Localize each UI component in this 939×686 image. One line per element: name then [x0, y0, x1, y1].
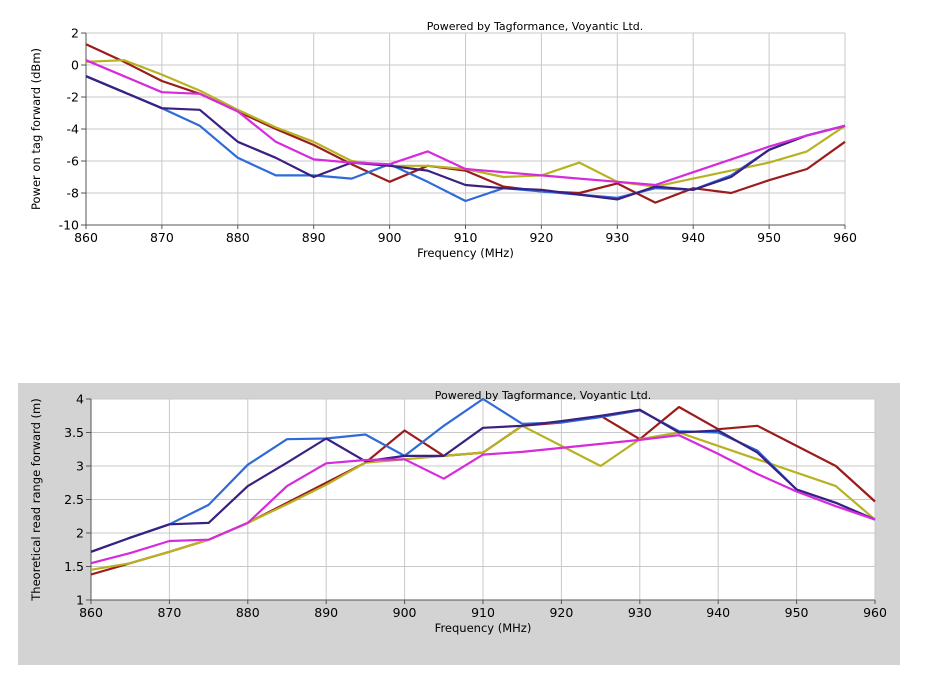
y-tick-label: 3 — [76, 459, 84, 474]
x-tick-label: 900 — [393, 605, 417, 620]
x-tick-label: 870 — [150, 230, 174, 245]
series-line-4 — [90, 408, 876, 553]
x-tick-label: 880 — [226, 230, 250, 245]
y-tick-label: -10 — [59, 218, 79, 233]
x-tick-label: 950 — [785, 605, 809, 620]
y-axis-label: Power on tag forward (dBm) — [29, 48, 43, 210]
x-tick-label: 920 — [549, 605, 573, 620]
chart-title: Powered by Tagformance, Voyantic Ltd. — [427, 20, 644, 33]
x-tick-label: 860 — [79, 605, 103, 620]
x-tick-label: 930 — [628, 605, 652, 620]
y-tick-label: 2 — [76, 526, 84, 541]
x-tick-label: 960 — [833, 230, 857, 245]
x-tick-label: 890 — [302, 230, 326, 245]
y-tick-label: -8 — [67, 186, 80, 201]
y-tick-label: 4 — [76, 392, 84, 407]
x-tick-label: 860 — [74, 230, 98, 245]
series-line-4 — [85, 75, 846, 201]
x-tick-label: 950 — [757, 230, 781, 245]
series-line-5 — [85, 59, 846, 187]
x-tick-label: 880 — [236, 605, 260, 620]
x-tick-label: 910 — [454, 230, 478, 245]
y-tick-label: -6 — [67, 154, 80, 169]
x-tick-label: 870 — [157, 605, 181, 620]
y-tick-label: 1 — [76, 593, 84, 608]
y-tick-label: -2 — [67, 90, 79, 105]
series-line-5 — [90, 434, 876, 565]
x-tick-label: 890 — [314, 605, 338, 620]
read-range-chart: 860 870 880 890 900 910 920 930 940 950 960 1 1.5 2 2.… — [29, 389, 887, 635]
y-tick-label: 2 — [71, 26, 79, 41]
y-tick-label: 1.5 — [64, 559, 84, 574]
y-tick-label: -4 — [67, 122, 80, 137]
y-axis-label: Theoretical read range forward (m) — [29, 398, 43, 601]
x-axis-label: Frequency (MHz) — [435, 621, 532, 635]
x-axis-label: Frequency (MHz) — [417, 246, 514, 260]
x-tick-label: 940 — [681, 230, 705, 245]
y-tick-label: 0 — [71, 58, 79, 73]
x-tick-label: 960 — [863, 605, 887, 620]
read-range-chart-panel: 860 870 880 890 900 910 920 930 940 950 960 1 1.5 2 2.… — [18, 383, 900, 665]
x-tick-label: 910 — [471, 605, 495, 620]
y-tick-label: 3.5 — [64, 425, 84, 440]
x-tick-label: 920 — [529, 230, 553, 245]
y-tick-label: 2.5 — [64, 492, 84, 507]
x-tick-label: 900 — [378, 230, 402, 245]
power-chart: 860 870 880 890 900 910 920 930 940 950 960 -10 -8 -6… — [29, 20, 857, 260]
x-tick-label: 930 — [605, 230, 629, 245]
x-tick-label: 940 — [706, 605, 730, 620]
chart-title: Powered by Tagformance, Voyantic Ltd. — [435, 389, 652, 402]
